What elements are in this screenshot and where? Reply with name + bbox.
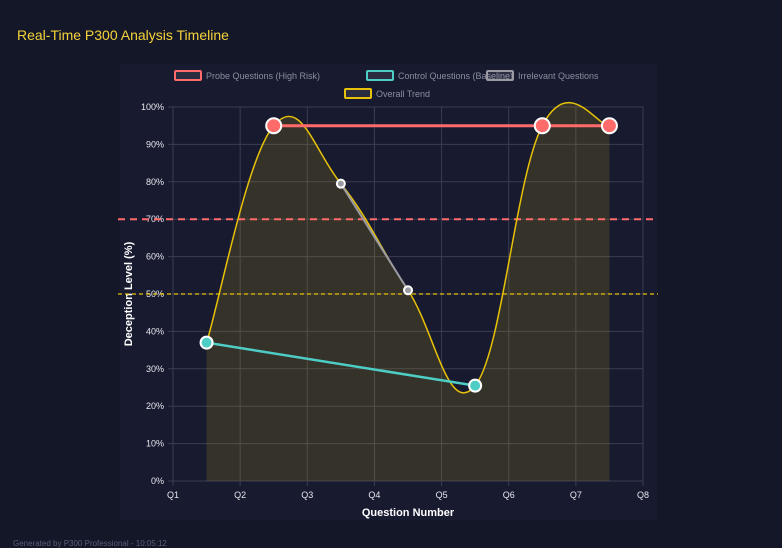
y-tick-label: 80% xyxy=(146,177,164,187)
x-tick-label: Q4 xyxy=(368,490,380,500)
legend-label: Control Questions (Baseline) xyxy=(398,71,513,81)
irrelevant-line xyxy=(340,183,409,291)
legend-label: Probe Questions (High Risk) xyxy=(206,71,320,81)
probe-point xyxy=(600,117,618,135)
x-tick-label: Q7 xyxy=(570,490,582,500)
legend-item-2[interactable]: Irrelevant Questions xyxy=(486,70,599,81)
control-point xyxy=(468,378,483,393)
x-tick-label: Q1 xyxy=(167,490,179,500)
y-tick-label: 20% xyxy=(146,401,164,411)
irrelevant-point xyxy=(403,285,413,296)
legend-swatch xyxy=(486,70,514,81)
page-title: Real-Time P300 Analysis Timeline xyxy=(17,27,229,43)
y-tick-label: 60% xyxy=(146,252,164,262)
footer-text: Generated by P300 Professional - 10:05:1… xyxy=(13,539,167,548)
control-line xyxy=(206,341,476,387)
x-axis-title: Question Number xyxy=(362,507,455,519)
legend-item-1[interactable]: Control Questions (Baseline) xyxy=(366,70,513,81)
probe-point xyxy=(533,117,551,135)
x-tick-label: Q6 xyxy=(503,490,515,500)
y-tick-label: 0% xyxy=(151,476,164,486)
legend-label: Overall Trend xyxy=(376,89,430,99)
x-tick-label: Q5 xyxy=(436,490,448,500)
y-tick-label: 90% xyxy=(146,139,164,149)
legend-item-3[interactable]: Overall Trend xyxy=(344,88,430,99)
y-tick-label: 30% xyxy=(146,364,164,374)
legend-swatch xyxy=(174,70,202,81)
x-tick-label: Q2 xyxy=(234,490,246,500)
legend-swatch xyxy=(344,88,372,99)
x-tick-label: Q8 xyxy=(637,490,649,500)
control-point xyxy=(199,335,214,350)
trend-line xyxy=(205,101,610,394)
y-tick-label: 100% xyxy=(141,102,164,112)
y-tick-label: 10% xyxy=(146,439,164,449)
x-tick-label: Q3 xyxy=(301,490,313,500)
legend-label: Irrelevant Questions xyxy=(518,71,599,81)
y-tick-label: 40% xyxy=(146,326,164,336)
probe-point xyxy=(265,117,283,135)
legend-swatch xyxy=(366,70,394,81)
legend-item-0[interactable]: Probe Questions (High Risk) xyxy=(174,70,320,81)
irrelevant-point xyxy=(335,178,346,189)
